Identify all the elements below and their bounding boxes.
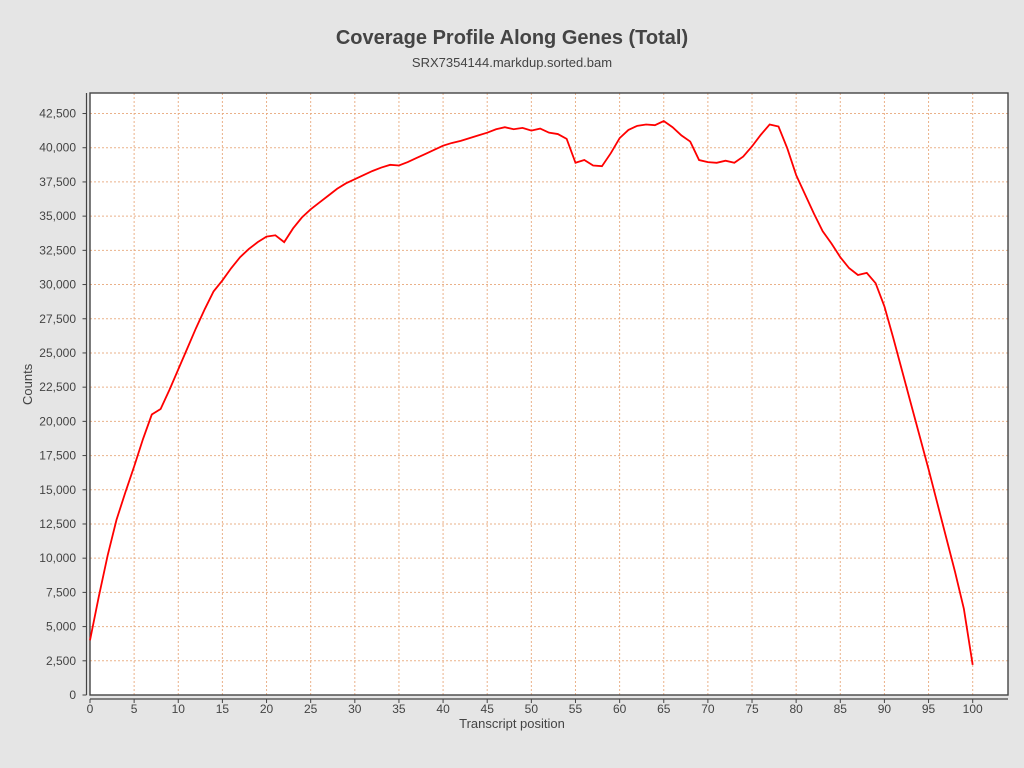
svg-text:50: 50 [525, 702, 539, 716]
svg-text:10,000: 10,000 [39, 551, 76, 565]
svg-text:75: 75 [745, 702, 759, 716]
svg-text:40,000: 40,000 [39, 141, 76, 155]
svg-text:22,500: 22,500 [39, 380, 76, 394]
svg-text:20: 20 [260, 702, 274, 716]
svg-text:15: 15 [216, 702, 230, 716]
svg-text:25,000: 25,000 [39, 346, 76, 360]
svg-text:5,000: 5,000 [46, 620, 76, 634]
svg-text:40: 40 [436, 702, 450, 716]
svg-text:45: 45 [481, 702, 495, 716]
svg-text:95: 95 [922, 702, 936, 716]
svg-text:27,500: 27,500 [39, 312, 76, 326]
svg-text:17,500: 17,500 [39, 449, 76, 463]
svg-text:80: 80 [789, 702, 803, 716]
svg-text:30,000: 30,000 [39, 278, 76, 292]
svg-text:37,500: 37,500 [39, 175, 76, 189]
svg-text:25: 25 [304, 702, 318, 716]
svg-text:65: 65 [657, 702, 671, 716]
svg-text:15,000: 15,000 [39, 483, 76, 497]
svg-text:10: 10 [172, 702, 186, 716]
svg-text:0: 0 [69, 688, 76, 702]
svg-text:0: 0 [87, 702, 94, 716]
svg-text:20,000: 20,000 [39, 414, 76, 428]
svg-text:55: 55 [569, 702, 583, 716]
svg-text:35,000: 35,000 [39, 209, 76, 223]
svg-text:100: 100 [963, 702, 983, 716]
svg-text:30: 30 [348, 702, 362, 716]
svg-text:85: 85 [834, 702, 848, 716]
svg-text:70: 70 [701, 702, 715, 716]
svg-text:2,500: 2,500 [46, 654, 76, 668]
svg-text:35: 35 [392, 702, 406, 716]
svg-text:5: 5 [131, 702, 138, 716]
svg-text:7,500: 7,500 [46, 585, 76, 599]
svg-text:12,500: 12,500 [39, 517, 76, 531]
svg-text:32,500: 32,500 [39, 243, 76, 257]
svg-text:90: 90 [878, 702, 892, 716]
svg-text:42,500: 42,500 [39, 107, 76, 121]
svg-text:60: 60 [613, 702, 627, 716]
